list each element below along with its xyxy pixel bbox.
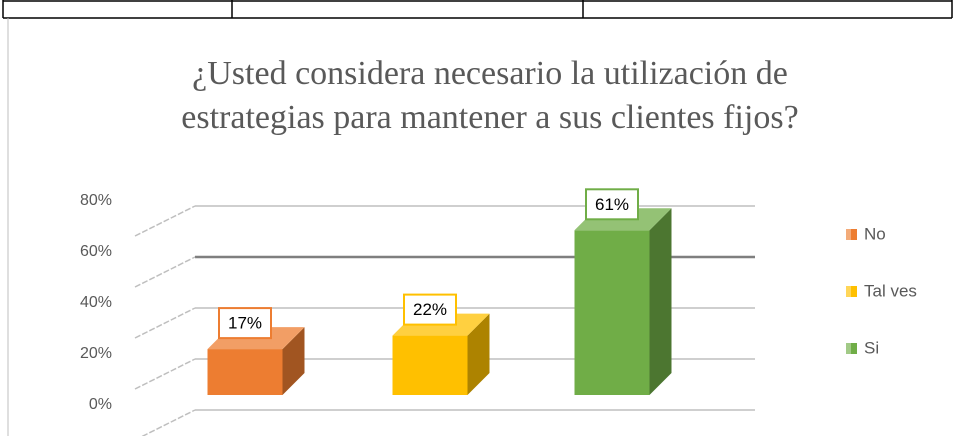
document-table <box>2 0 953 19</box>
legend-label: Si <box>864 338 879 357</box>
side-grid-line <box>134 358 196 390</box>
legend-swatch-hl <box>846 229 851 240</box>
data-label-box <box>585 188 639 221</box>
side-grid-line <box>134 205 196 237</box>
legend-label: No <box>864 224 886 243</box>
bar-side <box>649 208 672 395</box>
y-tick-label: 20% <box>80 345 112 362</box>
bar-side <box>282 327 305 395</box>
side-grid-line <box>134 307 196 339</box>
bar <box>392 335 468 395</box>
legend-swatch <box>846 343 857 354</box>
y-tick-label: 60% <box>80 243 112 260</box>
data-label-box <box>218 307 272 340</box>
bar <box>207 349 283 395</box>
data-label: 61% <box>595 195 629 214</box>
data-label: 22% <box>413 300 447 319</box>
data-label: 17% <box>228 314 262 333</box>
y-tick-label: 80% <box>80 192 112 209</box>
y-tick-label: 40% <box>80 294 112 311</box>
legend-swatch <box>846 229 857 240</box>
y-tick-label: 0% <box>89 396 112 413</box>
data-label-box <box>403 293 457 326</box>
bar-side <box>467 313 490 395</box>
legend-label: Tal ves <box>864 281 917 300</box>
legend-swatch-hl <box>846 343 851 354</box>
side-grid-line <box>134 256 196 288</box>
bar <box>574 230 650 395</box>
legend-swatch-hl <box>846 286 851 297</box>
side-grid-line <box>141 409 196 436</box>
chart-title: ¿Usted considera necesario la utilizació… <box>181 55 799 136</box>
legend-swatch <box>846 286 857 297</box>
